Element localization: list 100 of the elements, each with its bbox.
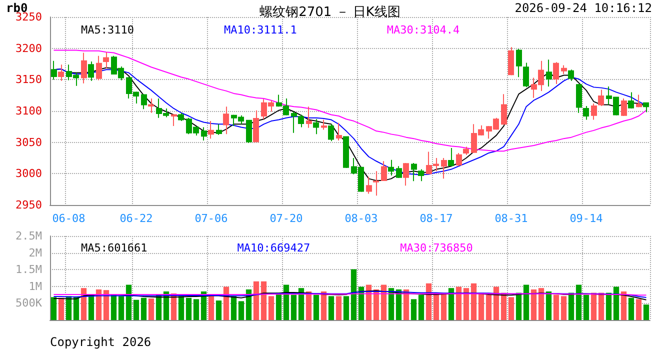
bar — [336, 296, 342, 320]
candlestick — [373, 170, 379, 196]
bar — [223, 286, 230, 320]
candlestick — [561, 64, 567, 75]
bar — [268, 296, 274, 320]
chart-title: 螺纹钢2701 － 日K线图 — [260, 5, 400, 20]
text: MA5:3110 — [81, 24, 134, 36]
candlestick — [148, 98, 154, 114]
bar — [186, 298, 192, 320]
bar — [426, 283, 432, 320]
bar — [440, 292, 447, 320]
y-tick-label: 2950 — [16, 198, 42, 212]
candlestick — [388, 159, 394, 176]
bar — [50, 297, 57, 320]
bar — [508, 297, 514, 320]
bar — [260, 281, 267, 320]
candlestick — [253, 110, 259, 142]
candlestick — [583, 105, 589, 120]
bar — [388, 288, 394, 320]
candlestick — [396, 166, 402, 179]
bar — [448, 288, 454, 320]
candlestick — [141, 94, 147, 110]
y-tick-label: 2.5M — [16, 230, 42, 242]
bar — [546, 291, 552, 320]
bar — [463, 288, 470, 320]
bar — [553, 294, 560, 320]
y-tick-label: 500K — [16, 296, 42, 310]
bar — [306, 291, 312, 320]
y-tick-label: 3200 — [16, 42, 42, 55]
candlestick — [223, 106, 229, 135]
bar — [530, 289, 537, 320]
bar — [598, 292, 604, 320]
bar — [208, 296, 214, 320]
candlestick — [591, 102, 597, 120]
bar — [410, 299, 417, 320]
bar — [298, 288, 304, 320]
text: MA5:601661 — [81, 242, 148, 254]
candlestick — [598, 89, 604, 106]
text: MA30:736850 — [400, 242, 473, 254]
x-tick-label: 09-14 — [570, 212, 604, 225]
candlestick — [441, 158, 447, 180]
y-tick-label: 3050 — [16, 136, 42, 149]
candlestick — [58, 64, 64, 82]
candlestick — [418, 168, 424, 182]
bar — [313, 294, 320, 320]
bar — [456, 286, 462, 320]
bar — [238, 301, 244, 320]
text: Copyright 2026 — [50, 335, 152, 349]
candlestick — [343, 136, 349, 169]
y-tick-label: 3000 — [16, 167, 42, 180]
bar — [560, 296, 567, 320]
candlestick — [51, 60, 57, 80]
candlestick — [96, 55, 102, 81]
bar — [583, 294, 590, 320]
bar — [283, 284, 290, 320]
bar — [418, 294, 424, 320]
candlestick — [103, 52, 109, 69]
candlestick — [81, 52, 87, 84]
y-tick-label: 3250 — [16, 10, 42, 24]
candlestick — [508, 46, 514, 76]
x-tick-label: 07-20 — [270, 212, 303, 225]
candlestick — [516, 48, 522, 78]
y-tick-label: 1M — [28, 280, 42, 293]
candlestick — [403, 162, 409, 186]
candlestick — [501, 94, 507, 126]
y-tick-label: 2M — [28, 246, 42, 260]
bar — [320, 291, 327, 320]
bar — [643, 304, 650, 320]
bar — [118, 296, 124, 320]
bar — [96, 289, 102, 320]
text: MA10:3111.1 — [224, 24, 297, 36]
bar — [620, 291, 627, 320]
bar — [328, 296, 334, 320]
bar — [58, 298, 64, 320]
candlestick — [201, 126, 207, 141]
y-tick-label: 1.5M — [16, 263, 42, 276]
candlestick — [546, 59, 552, 88]
y-tick-label: 3150 — [16, 73, 42, 86]
x-tick-label: 06-22 — [120, 212, 153, 225]
x-tick-label: 06-08 — [52, 212, 86, 225]
candlestick — [628, 92, 634, 109]
bar — [433, 292, 440, 320]
text: MA30:3104.4 — [386, 24, 460, 36]
bar — [516, 292, 522, 320]
bar — [126, 284, 132, 320]
candlestick — [576, 84, 582, 114]
bar — [193, 299, 200, 320]
bar — [478, 292, 484, 320]
bar — [470, 283, 477, 320]
bar — [403, 289, 410, 320]
bar — [88, 294, 94, 320]
bar — [493, 286, 500, 320]
bar — [133, 300, 140, 320]
bar — [486, 294, 492, 320]
bar — [606, 292, 612, 320]
candlestick — [636, 94, 642, 108]
candlestick — [178, 112, 184, 122]
candlestick — [328, 124, 334, 142]
bar — [538, 288, 544, 320]
candlestick — [411, 162, 417, 182]
